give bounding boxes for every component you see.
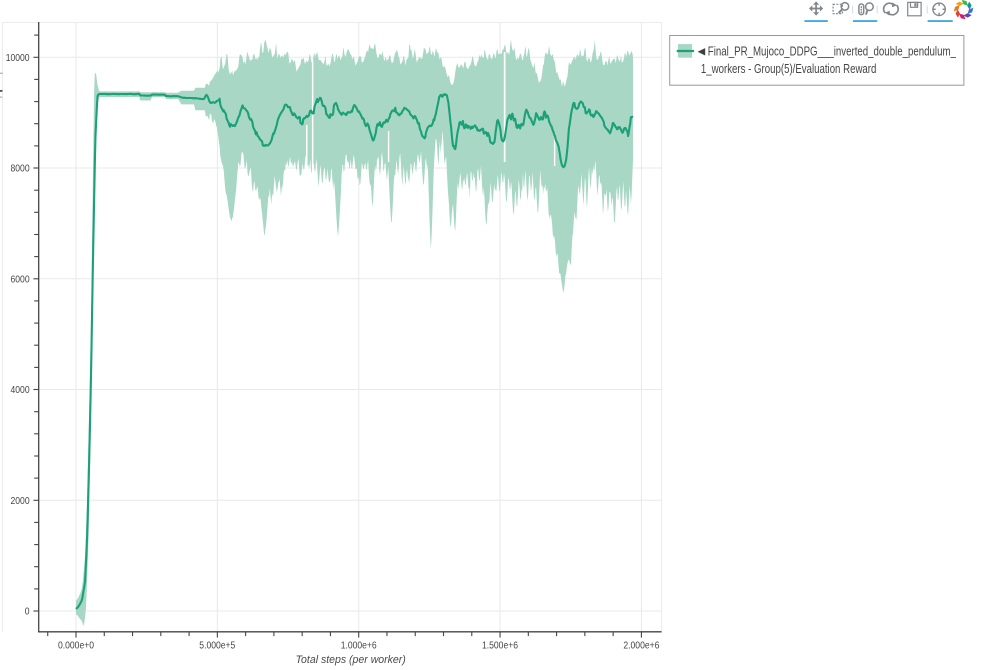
svg-text:Final_PR_Mujoco_DDPG___inverte: Final_PR_Mujoco_DDPG___inverted_double_p… [708, 45, 957, 59]
svg-text:Total steps (per worker): Total steps (per worker) [296, 654, 406, 666]
svg-text:1.500e+6: 1.500e+6 [482, 641, 518, 652]
svg-text:0: 0 [25, 607, 30, 618]
svg-text:10000: 10000 [6, 53, 30, 64]
svg-text:0.000e+0: 0.000e+0 [58, 641, 94, 652]
svg-text:1_workers - Group(5)/Evaluatio: 1_workers - Group(5)/Evaluation Reward [701, 62, 877, 76]
svg-text:5.000e+5: 5.000e+5 [199, 641, 235, 652]
svg-text:6000: 6000 [11, 274, 30, 285]
svg-text:8000: 8000 [11, 164, 30, 175]
svg-text:2000: 2000 [11, 496, 30, 507]
svg-text:1.000e+6: 1.000e+6 [341, 641, 377, 652]
svg-text:4000: 4000 [11, 385, 30, 396]
svg-text:2.000e+6: 2.000e+6 [623, 641, 659, 652]
